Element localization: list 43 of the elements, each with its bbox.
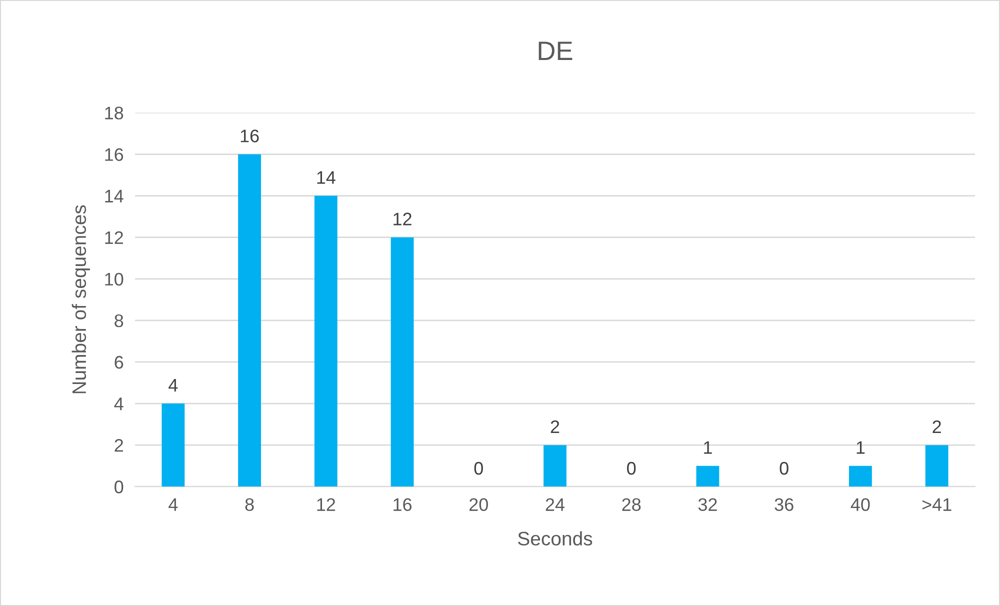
y-axis-title: Number of sequences xyxy=(72,205,90,394)
data-label: 4 xyxy=(168,379,178,392)
data-label: 0 xyxy=(627,462,636,475)
chart-title: DE xyxy=(538,42,572,60)
data-label: 1 xyxy=(856,441,865,454)
bar xyxy=(925,445,948,487)
data-label: 0 xyxy=(474,462,483,475)
y-tick-label: 4 xyxy=(114,398,124,410)
x-axis-title: Seconds xyxy=(518,531,592,546)
y-tick-label: 16 xyxy=(105,148,124,161)
x-tick-label: 12 xyxy=(317,498,336,511)
data-label: 2 xyxy=(932,420,941,433)
data-label: 2 xyxy=(550,420,560,433)
x-tick-label: 36 xyxy=(774,498,794,511)
bar xyxy=(696,466,720,487)
data-label: 14 xyxy=(317,171,336,184)
data-label: 0 xyxy=(780,462,788,475)
y-tick-label: 8 xyxy=(114,314,124,328)
bar xyxy=(162,404,185,487)
bar xyxy=(849,466,872,487)
y-tick-label: 6 xyxy=(114,356,124,369)
x-tick-label: 4 xyxy=(168,498,178,511)
x-tick-label: 24 xyxy=(546,498,565,511)
x-tick-label: 16 xyxy=(394,498,412,511)
x-tick-label: 20 xyxy=(470,498,488,511)
y-tick-label: 12 xyxy=(105,231,123,244)
bar xyxy=(238,154,261,487)
x-tick-label: 28 xyxy=(622,498,641,511)
x-tick-label: >41 xyxy=(922,498,952,511)
y-tick-label: 0 xyxy=(114,480,124,494)
bar xyxy=(544,445,566,487)
y-tick-label: 18 xyxy=(105,106,124,120)
bar xyxy=(390,237,414,487)
y-tick-label: 2 xyxy=(114,439,123,452)
bar xyxy=(314,196,338,487)
data-label: 1 xyxy=(704,441,712,454)
x-tick-label: 8 xyxy=(245,498,254,511)
data-label: 12 xyxy=(394,212,412,226)
y-tick-label: 14 xyxy=(105,190,124,202)
x-tick-label: 40 xyxy=(850,498,870,511)
x-tick-label: 32 xyxy=(698,498,717,511)
data-label: 16 xyxy=(240,130,259,142)
y-tick-label: 10 xyxy=(105,272,124,286)
